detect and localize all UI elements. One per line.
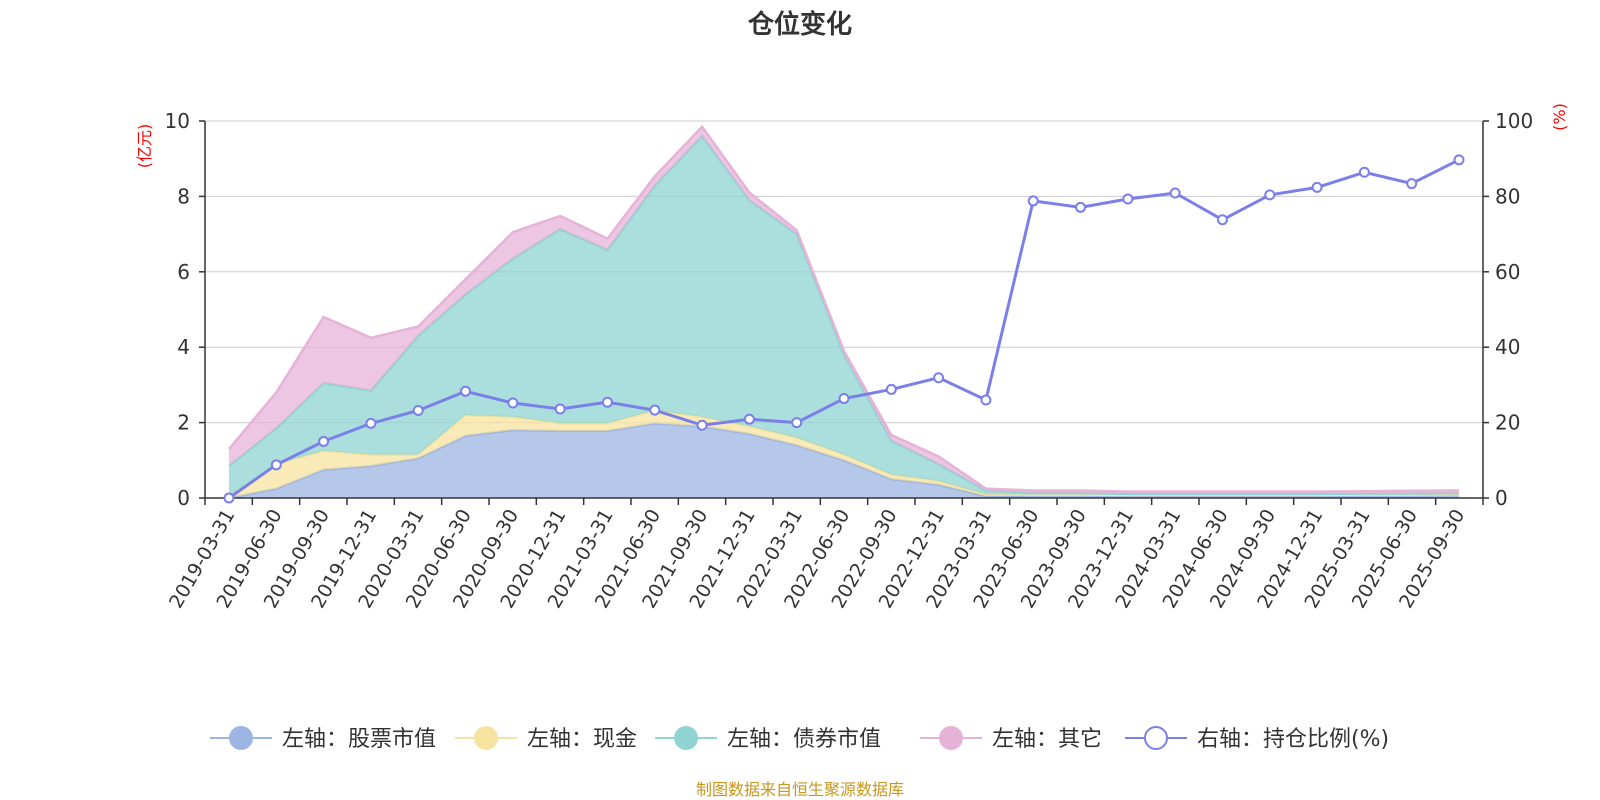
right-tick-label: 0 <box>1495 486 1508 510</box>
legend: 左轴：股票市值 左轴：现金 左轴：债券市值 左轴：其它 右轴：持仓比例(%) <box>210 726 1389 752</box>
left-tick-label: 10 <box>165 109 190 133</box>
ratio-point <box>1453 154 1465 166</box>
stacked-areas <box>228 124 1460 500</box>
ratio-point <box>838 392 850 404</box>
legend-marker <box>229 726 253 750</box>
left-axis-unit: (亿元) <box>135 124 154 169</box>
data-source-note: 制图数据来自恒生聚源数据库 <box>696 780 904 799</box>
ratio-point <box>696 419 708 431</box>
area-edge-左轴：其它 <box>228 124 1460 493</box>
left-tick-label: 2 <box>177 411 190 435</box>
chart-title: 仓位变化 <box>747 9 852 40</box>
ratio-point <box>1027 195 1039 207</box>
ratio-point <box>743 413 755 425</box>
legend-marker <box>474 726 498 750</box>
left-tick-label: 8 <box>177 184 190 208</box>
ratio-point <box>1264 189 1276 201</box>
ratio-point <box>412 405 424 417</box>
left-tick-label: 6 <box>177 260 190 284</box>
ratio-point <box>460 385 472 397</box>
ratio-point <box>318 435 330 447</box>
right-tick-label: 40 <box>1495 335 1520 359</box>
ratio-point <box>791 417 803 429</box>
right-tick-label: 60 <box>1495 260 1520 284</box>
legend-marker <box>1144 726 1168 750</box>
area-左轴：债券市值 <box>229 136 1459 497</box>
left-tick-label: 0 <box>177 486 190 510</box>
ratio-point <box>980 394 992 406</box>
legend-label: 左轴：其它 <box>992 727 1102 752</box>
right-tick-label: 100 <box>1495 109 1533 133</box>
legend-label: 左轴：债券市值 <box>727 727 881 752</box>
right-axis-unit: (%) <box>1550 103 1569 131</box>
right-tick-label: 20 <box>1495 411 1520 435</box>
legend-marker <box>674 726 698 750</box>
left-tick-label: 4 <box>177 335 190 359</box>
ratio-point <box>1311 181 1323 193</box>
ratio-point <box>1406 178 1418 190</box>
ratio-point <box>365 417 377 429</box>
legend-marker <box>939 726 963 750</box>
ratio-point <box>1075 201 1087 213</box>
ratio-point <box>885 383 897 395</box>
legend-label: 右轴：持仓比例(%) <box>1197 727 1389 752</box>
ratio-line <box>223 154 1465 504</box>
ratio-point <box>649 404 661 416</box>
ratio-point <box>554 403 566 415</box>
legend-label: 左轴：股票市值 <box>282 727 436 752</box>
ratio-point <box>270 459 282 471</box>
legend-label: 左轴：现金 <box>527 727 637 752</box>
right-tick-label: 80 <box>1495 184 1520 208</box>
ratio-point <box>933 372 945 384</box>
ratio-point <box>1169 187 1181 199</box>
ratio-point <box>1216 214 1228 226</box>
ratio-point <box>507 397 519 409</box>
ratio-point <box>1122 193 1134 205</box>
ratio-point <box>601 396 613 408</box>
ratio-point <box>1358 166 1370 178</box>
ratio-point <box>223 492 235 504</box>
